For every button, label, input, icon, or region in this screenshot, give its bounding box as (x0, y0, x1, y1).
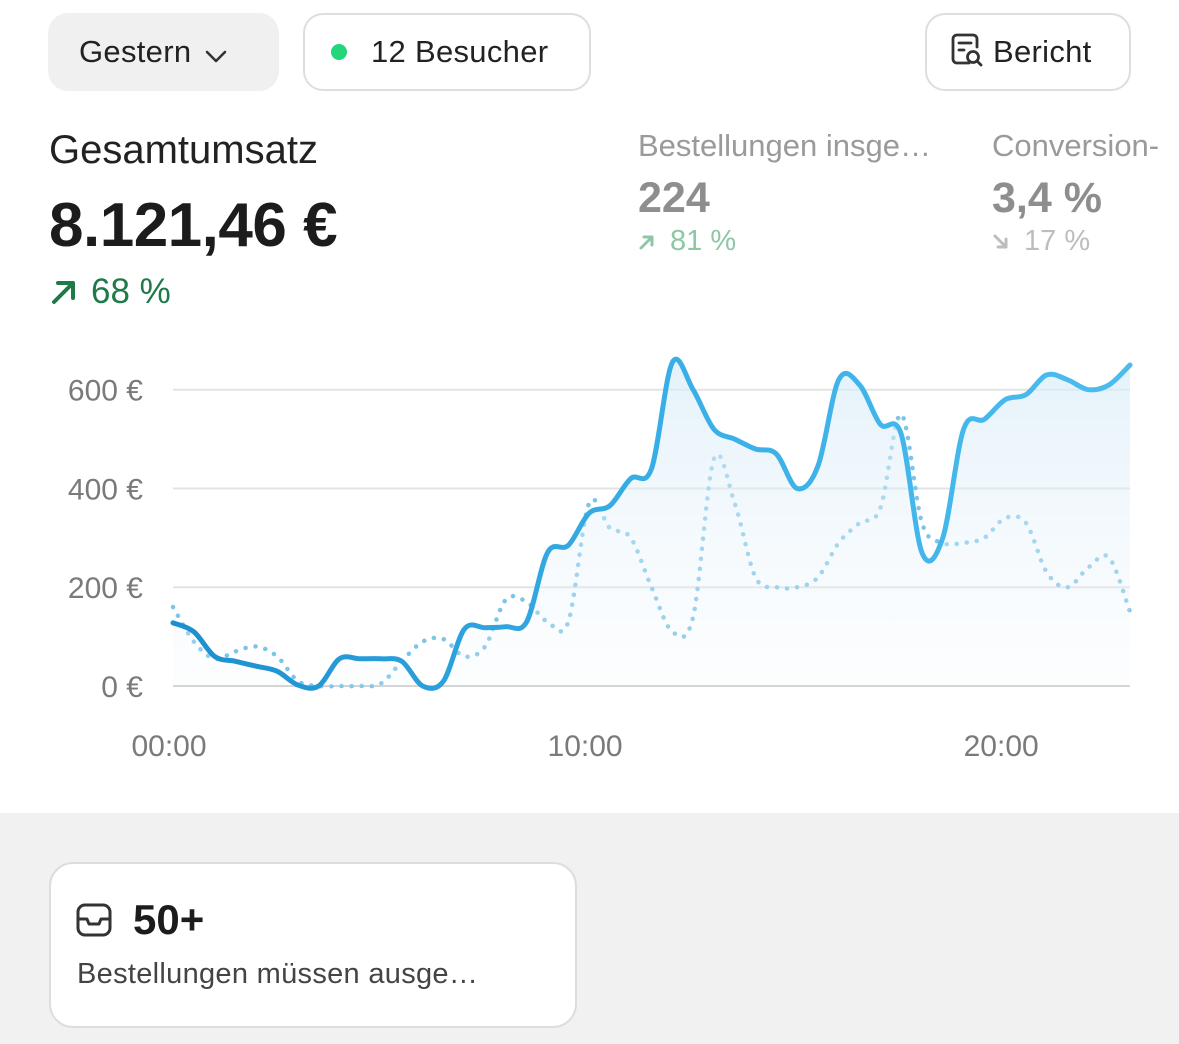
arrow-up-right-icon (52, 281, 75, 304)
visitors-label: 12 Besucher (371, 34, 549, 69)
total-sales-label: Gesamtumsatz (49, 128, 318, 172)
conversion-metric[interactable]: Conversion- 3,4 % 17 % (992, 128, 1159, 258)
y-tick-label: 600 € (68, 375, 143, 408)
report-button[interactable]: Bericht (925, 13, 1131, 91)
x-tick-label: 00:00 (131, 730, 206, 763)
y-tick-label: 200 € (68, 572, 143, 605)
orders-to-fulfill-count: 50+ (133, 896, 205, 943)
x-tick-label: 20:00 (964, 730, 1039, 763)
arrow-up-right-icon (639, 235, 654, 249)
sales-chart[interactable]: 0 € 200 € 400 € 600 € 00:00 10:00 20:00 (0, 340, 1179, 780)
conversion-label: Conversion- (992, 128, 1160, 163)
orders-label: Bestellungen insge… (638, 128, 931, 163)
toolbar: Gestern 12 Besucher Bericht (0, 0, 1179, 110)
report-label: Bericht (993, 34, 1092, 69)
period-selector[interactable]: Gestern (48, 13, 279, 91)
orders-change-value: 81 % (670, 225, 737, 257)
orders-to-fulfill-description: Bestellungen müssen ausge… (77, 958, 479, 990)
orders-metric[interactable]: Bestellungen insge… 224 81 % (638, 128, 931, 258)
report-search-icon (949, 32, 983, 76)
orders-to-fulfill-card[interactable]: 50+ Bestellungen müssen ausge… (49, 862, 577, 1028)
total-sales-change-value: 68 % (91, 272, 171, 311)
series-line-current (170, 356, 1133, 691)
chevron-down-icon (205, 36, 227, 72)
orders-value: 224 (638, 174, 710, 222)
live-status-dot (331, 44, 347, 60)
conversion-value: 3,4 % (992, 174, 1102, 222)
conversion-change-value: 17 % (1024, 225, 1091, 257)
inbox-icon (76, 903, 112, 937)
total-sales-change: 68 % (49, 272, 171, 312)
series-area (173, 359, 1130, 689)
visitors-badge[interactable]: 12 Besucher (303, 13, 591, 91)
period-label: Gestern (79, 34, 192, 69)
total-sales-value: 8.121,46 € (49, 191, 338, 260)
orders-change: 81 % (638, 225, 931, 258)
x-tick-label: 10:00 (548, 730, 623, 763)
y-tick-label: 0 € (101, 671, 143, 704)
bottom-section: 50+ Bestellungen müssen ausge… (0, 813, 1179, 1044)
y-tick-label: 400 € (68, 473, 143, 506)
arrow-down-right-icon (993, 234, 1008, 248)
conversion-change: 17 % (992, 225, 1159, 258)
